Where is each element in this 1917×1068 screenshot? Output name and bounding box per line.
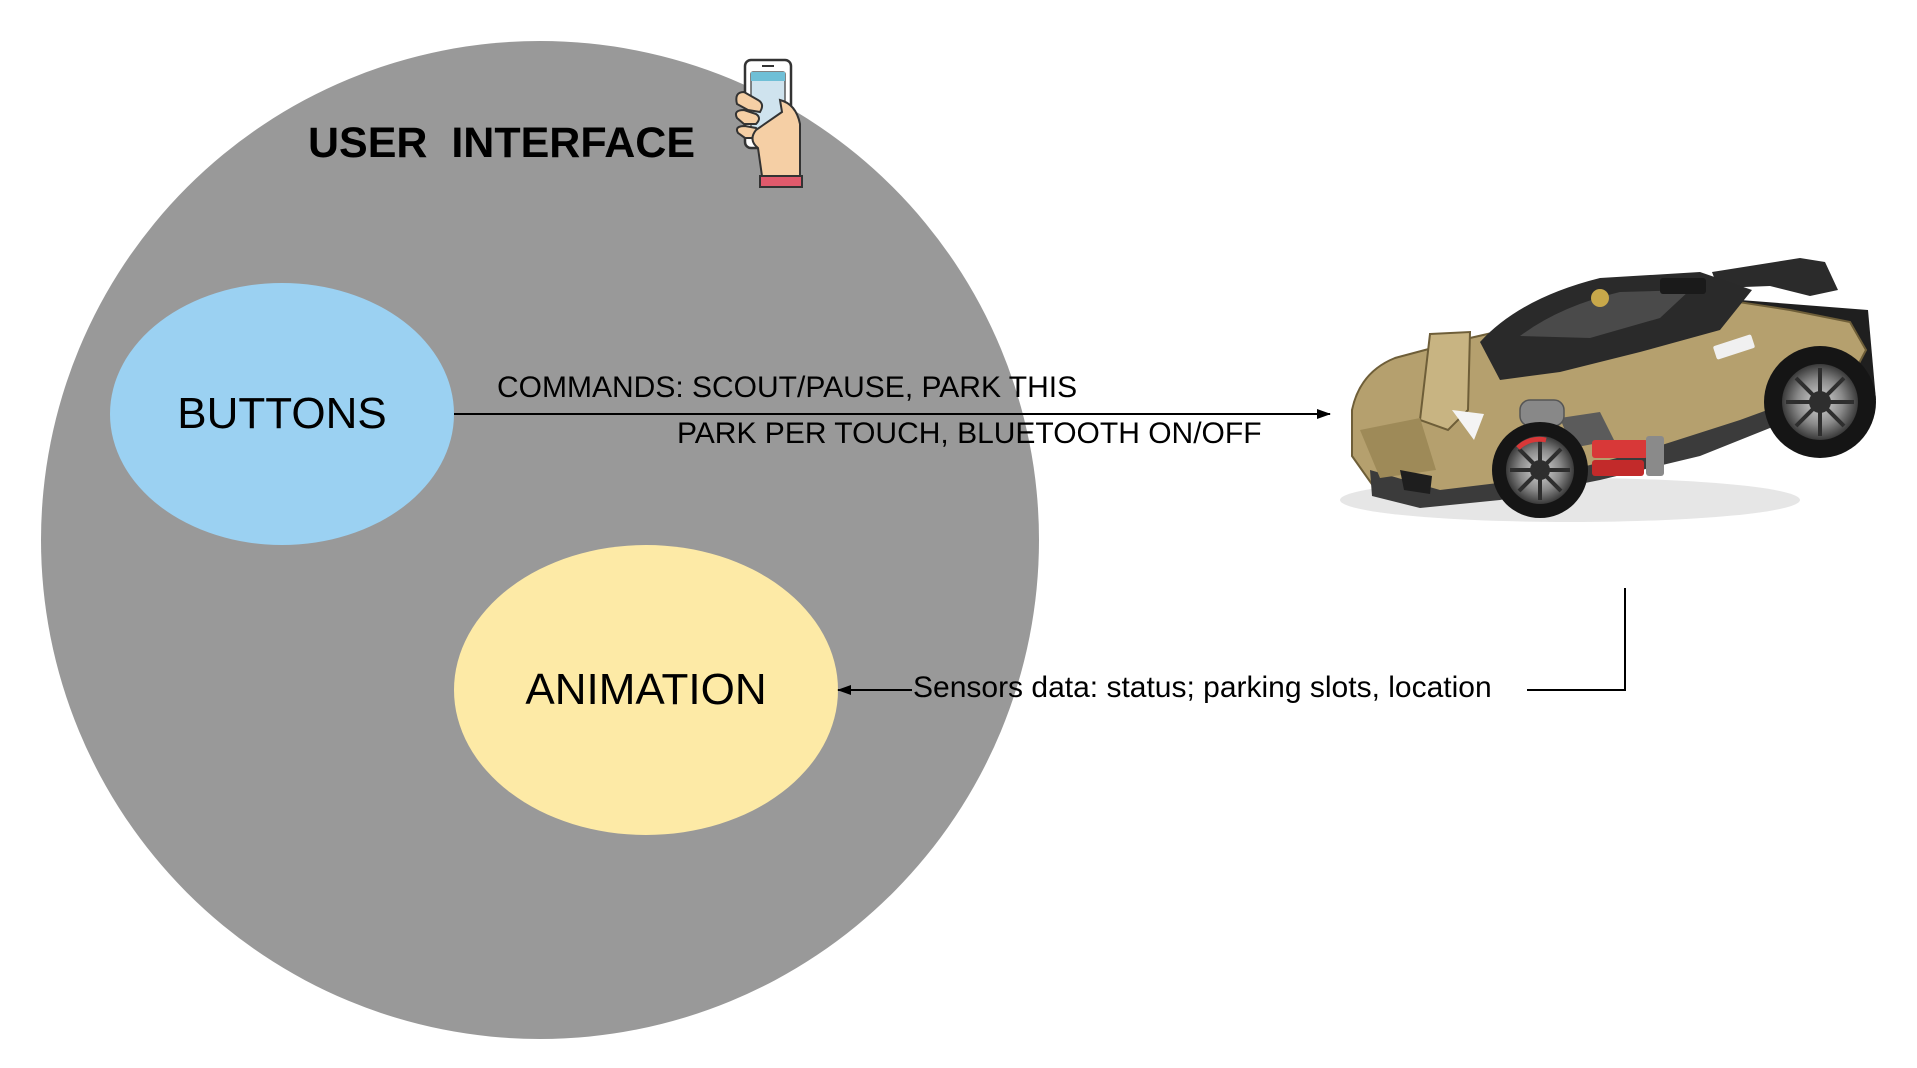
- user-interface-title: USER INTERFACE: [308, 119, 695, 167]
- user-interface-circle: [41, 41, 1039, 1039]
- animation-node: ANIMATION: [454, 545, 838, 835]
- animation-label: ANIMATION: [525, 665, 766, 714]
- sensors-connector: [1527, 588, 1626, 691]
- rc-car-image: [1340, 258, 1876, 522]
- commands-label-line2: PARK PER TOUCH, BLUETOOTH ON/OFF: [677, 417, 1262, 450]
- animation-ellipse: [454, 545, 838, 835]
- hand-holding-smartphone-icon: [734, 58, 803, 188]
- buttons-label: BUTTONS: [177, 389, 386, 438]
- buttons-node: BUTTONS: [110, 283, 454, 545]
- commands-label-line1: COMMANDS: SCOUT/PAUSE, PARK THIS: [497, 371, 1077, 404]
- buttons-ellipse: [110, 283, 454, 545]
- sensors-label: Sensors data: status; parking slots, loc…: [913, 671, 1492, 704]
